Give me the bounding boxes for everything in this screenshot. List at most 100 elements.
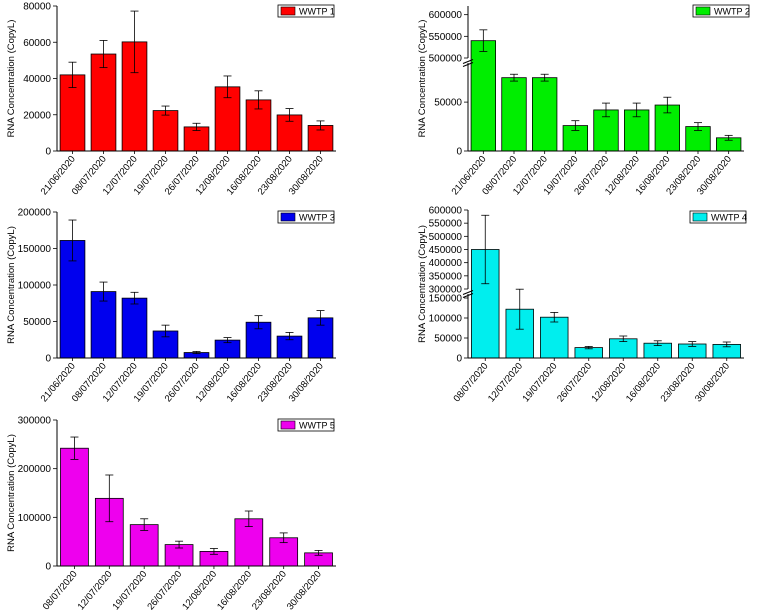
x-tick-label: 12/07/2020	[76, 569, 115, 610]
legend: WWTP 3	[277, 210, 335, 224]
error-bar	[722, 341, 731, 348]
error-bar	[316, 310, 325, 326]
bar	[532, 77, 558, 152]
y-tick-label: 150000	[18, 244, 52, 255]
error-bar	[619, 335, 628, 343]
x-tick-label: 23/08/2020	[659, 361, 698, 404]
y-tick-label: 0	[45, 562, 51, 573]
x-tick-label: 26/07/2020	[145, 569, 184, 610]
y-axis-label: RNA Concentration (CopyL)	[6, 226, 17, 344]
legend-label: WWTP 3	[299, 213, 335, 223]
error-bar	[314, 550, 323, 556]
error-bar	[223, 337, 232, 344]
error-bar	[694, 122, 702, 131]
x-tick-label: 26/07/2020	[555, 361, 594, 404]
error-bar	[68, 219, 77, 262]
axis-break-mark	[462, 59, 474, 64]
y-tick-label: 600000	[429, 206, 463, 217]
error-bar	[175, 540, 184, 549]
axis-break-mark	[462, 62, 474, 67]
error-bar	[510, 73, 518, 82]
y-tick-label: 50000	[434, 334, 462, 345]
error-bar	[663, 96, 672, 114]
x-tick-label: 16/08/2020	[215, 569, 254, 610]
y-tick-label: 0	[45, 147, 51, 158]
x-tick-label: 08/07/2020	[452, 361, 491, 404]
y-tick-label: 350000	[429, 271, 463, 282]
y-tick-label: 450000	[429, 245, 463, 256]
bar	[152, 110, 179, 152]
error-bar	[540, 73, 549, 82]
error-bar	[632, 102, 641, 118]
chart-panel-1: 21/06/202008/07/202012/07/202019/07/2020…	[6, 2, 336, 197]
error-bar	[279, 532, 288, 544]
bar	[60, 447, 89, 567]
bar	[121, 297, 148, 359]
error-bar	[724, 134, 733, 141]
y-tick-label: 0	[45, 354, 51, 365]
legend-label: WWTP 1	[299, 7, 335, 17]
error-bar	[688, 341, 697, 347]
y-tick-label: 500000	[429, 232, 463, 243]
y-tick-label: 0	[456, 354, 462, 365]
error-bar	[161, 105, 170, 116]
chart-panel-3: 21/06/202008/07/202012/07/202019/07/2020…	[6, 208, 336, 404]
x-tick-label: 12/07/2020	[486, 361, 525, 404]
chart-panel-2: 21/06/202008/07/202012/07/202019/07/2020…	[417, 4, 750, 197]
error-bar	[192, 122, 201, 131]
error-bar	[244, 510, 253, 527]
error-bar	[209, 548, 218, 555]
error-bar	[70, 436, 79, 460]
error-bar	[515, 288, 524, 330]
error-bar	[68, 61, 77, 88]
bar	[90, 53, 117, 152]
error-bar	[161, 324, 170, 338]
x-tick-label: 19/07/2020	[521, 361, 560, 404]
error-bar	[99, 281, 108, 302]
x-tick-label: 16/08/2020	[624, 361, 663, 404]
error-bar	[584, 345, 593, 350]
y-tick-label: 40000	[23, 74, 51, 85]
y-tick-label: 0	[456, 147, 462, 158]
chart-panel-4: 08/07/202012/07/202019/07/202026/07/2020…	[417, 206, 747, 405]
y-axis-label: RNA Concentration (CopyL)	[417, 20, 428, 138]
legend-label: WWTP 2	[714, 7, 750, 17]
y-tick-label: 50000	[434, 98, 462, 109]
y-tick-label: 550000	[429, 32, 463, 43]
error-bar	[602, 102, 610, 118]
error-bar	[481, 214, 490, 285]
error-bar	[316, 120, 325, 131]
y-tick-label: 300000	[429, 285, 463, 296]
x-tick-label: 12/08/2020	[180, 569, 219, 610]
legend: WWTP 4	[689, 210, 747, 224]
y-tick-label: 200000	[18, 208, 52, 219]
legend-swatch	[695, 6, 711, 16]
y-tick-label: 50000	[23, 317, 51, 328]
error-bar	[130, 10, 139, 74]
error-bar	[479, 29, 488, 52]
bar	[540, 316, 569, 359]
x-tick-label: 30/08/2020	[693, 361, 732, 404]
y-axis-label: RNA Concentration (CopyL)	[6, 434, 17, 552]
legend-swatch	[692, 212, 708, 222]
y-tick-label: 100000	[18, 281, 52, 292]
legend-swatch	[280, 6, 296, 16]
error-bar	[105, 474, 114, 523]
axis-break-mark	[462, 293, 474, 298]
axis-break-mark	[462, 290, 474, 295]
legend-swatch	[280, 212, 296, 222]
x-tick-label: 23/08/2020	[250, 569, 289, 610]
bar	[501, 77, 527, 152]
error-bar	[550, 311, 559, 323]
error-bar	[99, 40, 108, 69]
x-tick-label: 19/07/2020	[110, 569, 149, 610]
chart-panel-5: 08/07/202012/07/202019/07/202026/07/2020…	[6, 416, 336, 610]
legend: WWTP 1	[277, 4, 335, 18]
y-axis-label: RNA Concentration (CopyL)	[417, 225, 428, 343]
legend-label: WWTP 5	[299, 421, 335, 431]
error-bar	[653, 340, 662, 347]
y-tick-label: 100000	[18, 513, 52, 524]
y-tick-label: 300000	[18, 416, 52, 427]
y-tick-label: 80000	[23, 2, 51, 13]
